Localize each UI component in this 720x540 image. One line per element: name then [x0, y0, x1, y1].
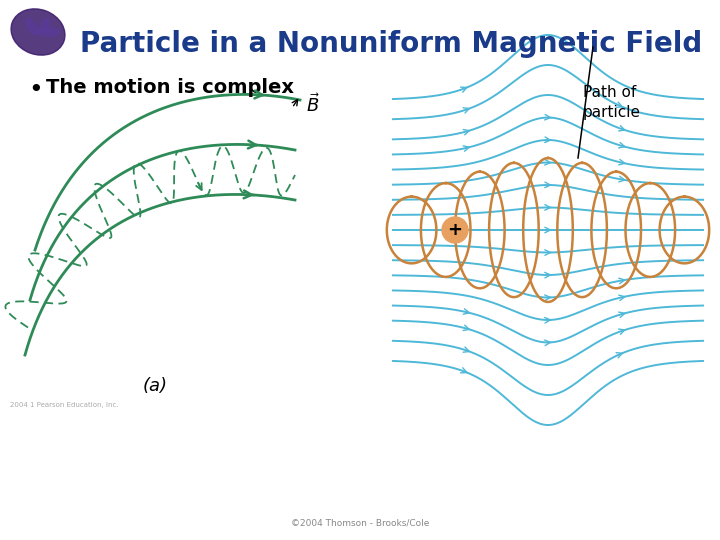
Text: +: + — [448, 221, 462, 239]
Ellipse shape — [41, 28, 59, 36]
Ellipse shape — [38, 19, 50, 35]
Text: $\vec{B}$: $\vec{B}$ — [306, 93, 320, 117]
Text: Particle in a Nonuniform Magnetic Field: Particle in a Nonuniform Magnetic Field — [80, 30, 702, 58]
Ellipse shape — [11, 9, 65, 55]
Ellipse shape — [27, 19, 37, 35]
Text: Path of
particle: Path of particle — [583, 85, 641, 120]
Text: (a): (a) — [143, 377, 168, 395]
Text: •: • — [28, 78, 42, 102]
Text: ©2004 Thomson - Brooks/Cole: ©2004 Thomson - Brooks/Cole — [291, 519, 429, 528]
Text: 2004 1 Pearson Education, Inc.: 2004 1 Pearson Education, Inc. — [10, 402, 119, 408]
Text: The motion is complex: The motion is complex — [46, 78, 294, 97]
Circle shape — [442, 217, 468, 243]
